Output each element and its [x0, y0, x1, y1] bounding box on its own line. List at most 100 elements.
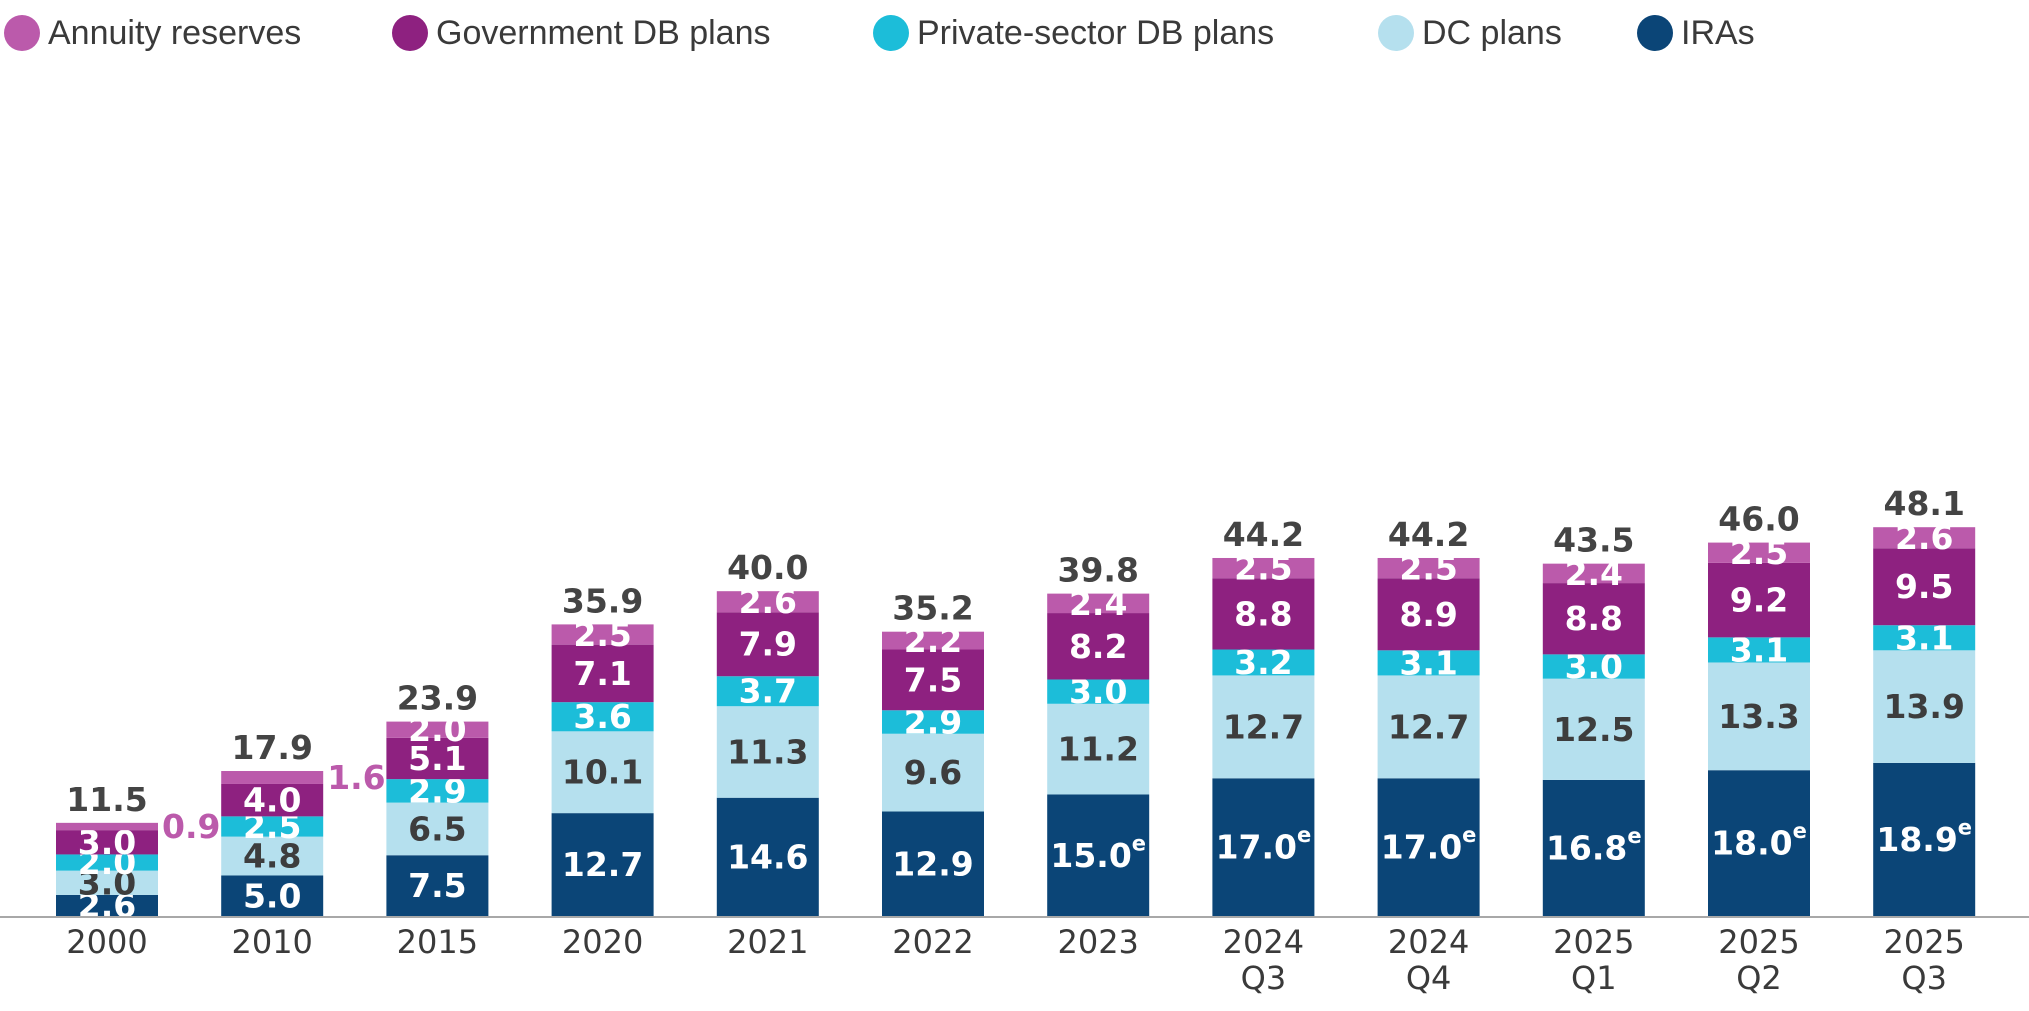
- legend-item-government-db-plans: Government DB plans: [392, 8, 771, 58]
- bar-segment-government-db-plans: [551, 644, 654, 703]
- value-label-iras: 18.9e: [1876, 815, 1972, 859]
- value-label-dc-plans: 11.2: [1057, 730, 1138, 769]
- bar-segment-dc-plans: [56, 870, 158, 895]
- value-label-dc-plans: 4.8: [243, 837, 301, 876]
- total-label: 17.9: [231, 728, 312, 767]
- estimate-marker: e: [1297, 823, 1311, 847]
- bar-segment-government-db-plans: [221, 783, 324, 817]
- total-label: 23.9: [397, 679, 478, 718]
- bar-segment-annuity-reserves: [1873, 527, 1976, 549]
- value-label-iras: 12.9: [892, 844, 973, 883]
- bar-segment-government-db-plans: [386, 737, 489, 780]
- bar-segment-annuity-reserves: [882, 631, 984, 650]
- bar-segment-annuity-reserves: [716, 591, 819, 613]
- bar-segment-government-db-plans: [1873, 548, 1976, 626]
- estimate-marker: e: [1958, 815, 1972, 839]
- value-label-iras: 15.0e: [1050, 831, 1146, 875]
- bar-segment-private-sector-db-plans: [56, 854, 158, 871]
- bar-segment-dc-plans: [551, 731, 654, 814]
- value-label-dc-plans: 12.5: [1553, 710, 1634, 749]
- total-label: 44.2: [1388, 515, 1469, 554]
- bar-segment-dc-plans: [1047, 703, 1150, 795]
- estimate-marker: e: [1462, 823, 1476, 847]
- value-label-annuity-reserves: 2.5: [573, 615, 631, 654]
- legend-label: DC plans: [1422, 13, 1562, 52]
- bar-segment-private-sector-db-plans: [1542, 654, 1645, 679]
- legend-item-annuity-reserves: Annuity reserves: [4, 8, 301, 58]
- total-label: 40.0: [727, 548, 808, 587]
- bar-segment-iras: [1377, 778, 1480, 916]
- bar-segment-government-db-plans: [56, 830, 158, 855]
- x-tick-label: Q2: [1736, 959, 1782, 997]
- bar-segment-private-sector-db-plans: [1212, 649, 1315, 676]
- value-label-government-db-plans: 7.1: [573, 654, 631, 693]
- value-label-annuity-reserves: 2.4: [1069, 584, 1127, 623]
- value-label-dc-plans: 10.1: [562, 753, 643, 792]
- bar-segment-government-db-plans: [1377, 578, 1480, 651]
- bar-segment-private-sector-db-plans: [1873, 625, 1976, 651]
- bar-segment-private-sector-db-plans: [716, 676, 819, 707]
- bar-segment-annuity-reserves: [1542, 563, 1645, 584]
- value-label-government-db-plans: 5.1: [408, 739, 466, 778]
- x-tick-label: 2024: [1223, 923, 1304, 961]
- estimate-marker: e: [1627, 824, 1641, 848]
- legend-item-iras: IRAs: [1637, 8, 1755, 58]
- bar-segment-government-db-plans: [1047, 613, 1150, 680]
- legend-item-private-sector-db-plans: Private-sector DB plans: [873, 8, 1274, 58]
- x-tick-label: 2022: [892, 923, 973, 961]
- bar-segment-government-db-plans: [716, 612, 819, 677]
- bar-segment-iras: [882, 811, 984, 916]
- bar-segment-annuity-reserves: [1212, 557, 1315, 579]
- bar-segment-private-sector-db-plans: [882, 710, 984, 734]
- value-label-government-db-plans: 8.8: [1234, 594, 1292, 633]
- bar-segment-iras: [386, 855, 489, 916]
- bar-segment-private-sector-db-plans: [1047, 679, 1150, 704]
- bar-segment-private-sector-db-plans: [551, 702, 654, 732]
- bar-segment-government-db-plans: [1212, 578, 1315, 650]
- value-label-government-db-plans: 9.2: [1730, 581, 1788, 620]
- value-label-government-db-plans: 7.9: [739, 625, 797, 664]
- total-label: 11.5: [66, 780, 147, 819]
- total-label: 43.5: [1553, 521, 1634, 560]
- bar-segment-annuity-reserves: [221, 771, 324, 784]
- x-tick-label: 2024: [1388, 923, 1469, 961]
- bar-segment-dc-plans: [1873, 650, 1976, 763]
- value-label-iras: 12.7: [562, 845, 643, 884]
- value-label-annuity-reserves: 2.6: [1895, 518, 1953, 557]
- total-label: 44.2: [1223, 515, 1304, 554]
- total-label: 35.2: [892, 589, 973, 628]
- value-label-private-sector-db-plans: 3.6: [573, 697, 631, 736]
- bar-segment-iras: [716, 797, 819, 916]
- legend-swatch-dc-plans: [1378, 15, 1414, 51]
- legend-swatch-iras: [1637, 15, 1673, 51]
- estimate-marker: e: [1132, 831, 1146, 855]
- bar-segment-iras: [551, 813, 654, 916]
- bar-segment-annuity-reserves: [1708, 542, 1810, 563]
- total-label: 39.8: [1057, 551, 1138, 590]
- value-label-dc-plans: 12.7: [1388, 707, 1469, 746]
- x-tick-label: 2021: [727, 923, 808, 961]
- bar-segment-dc-plans: [386, 802, 489, 856]
- value-label-iras: 14.6: [727, 837, 808, 876]
- value-label-government-db-plans: 8.9: [1399, 595, 1457, 634]
- bar-segment-government-db-plans: [1708, 562, 1810, 638]
- legend-swatch-private-sector-db-plans: [873, 15, 909, 51]
- x-tick-label: Q3: [1901, 959, 1947, 997]
- bar-segment-iras: [1708, 770, 1810, 916]
- total-label: 35.9: [562, 581, 643, 620]
- value-label-iras: 17.0e: [1216, 823, 1312, 867]
- x-tick-label: 2000: [66, 923, 147, 961]
- value-label-dc-plans: 12.7: [1223, 707, 1304, 746]
- value-label-private-sector-db-plans: 3.7: [739, 672, 797, 711]
- bar-segment-dc-plans: [1542, 678, 1645, 780]
- value-label-annuity-reserves: 2.0: [408, 710, 466, 749]
- x-tick-label: 2015: [397, 923, 478, 961]
- legend-label: Annuity reserves: [48, 13, 302, 52]
- total-label: 46.0: [1718, 500, 1799, 539]
- x-tick-label: Q3: [1241, 959, 1287, 997]
- x-tick-label: 2010: [231, 923, 312, 961]
- value-label-government-db-plans: 9.5: [1895, 567, 1953, 606]
- legend-label: Private-sector DB plans: [917, 13, 1275, 52]
- x-tick-label: 2025: [1883, 923, 1964, 961]
